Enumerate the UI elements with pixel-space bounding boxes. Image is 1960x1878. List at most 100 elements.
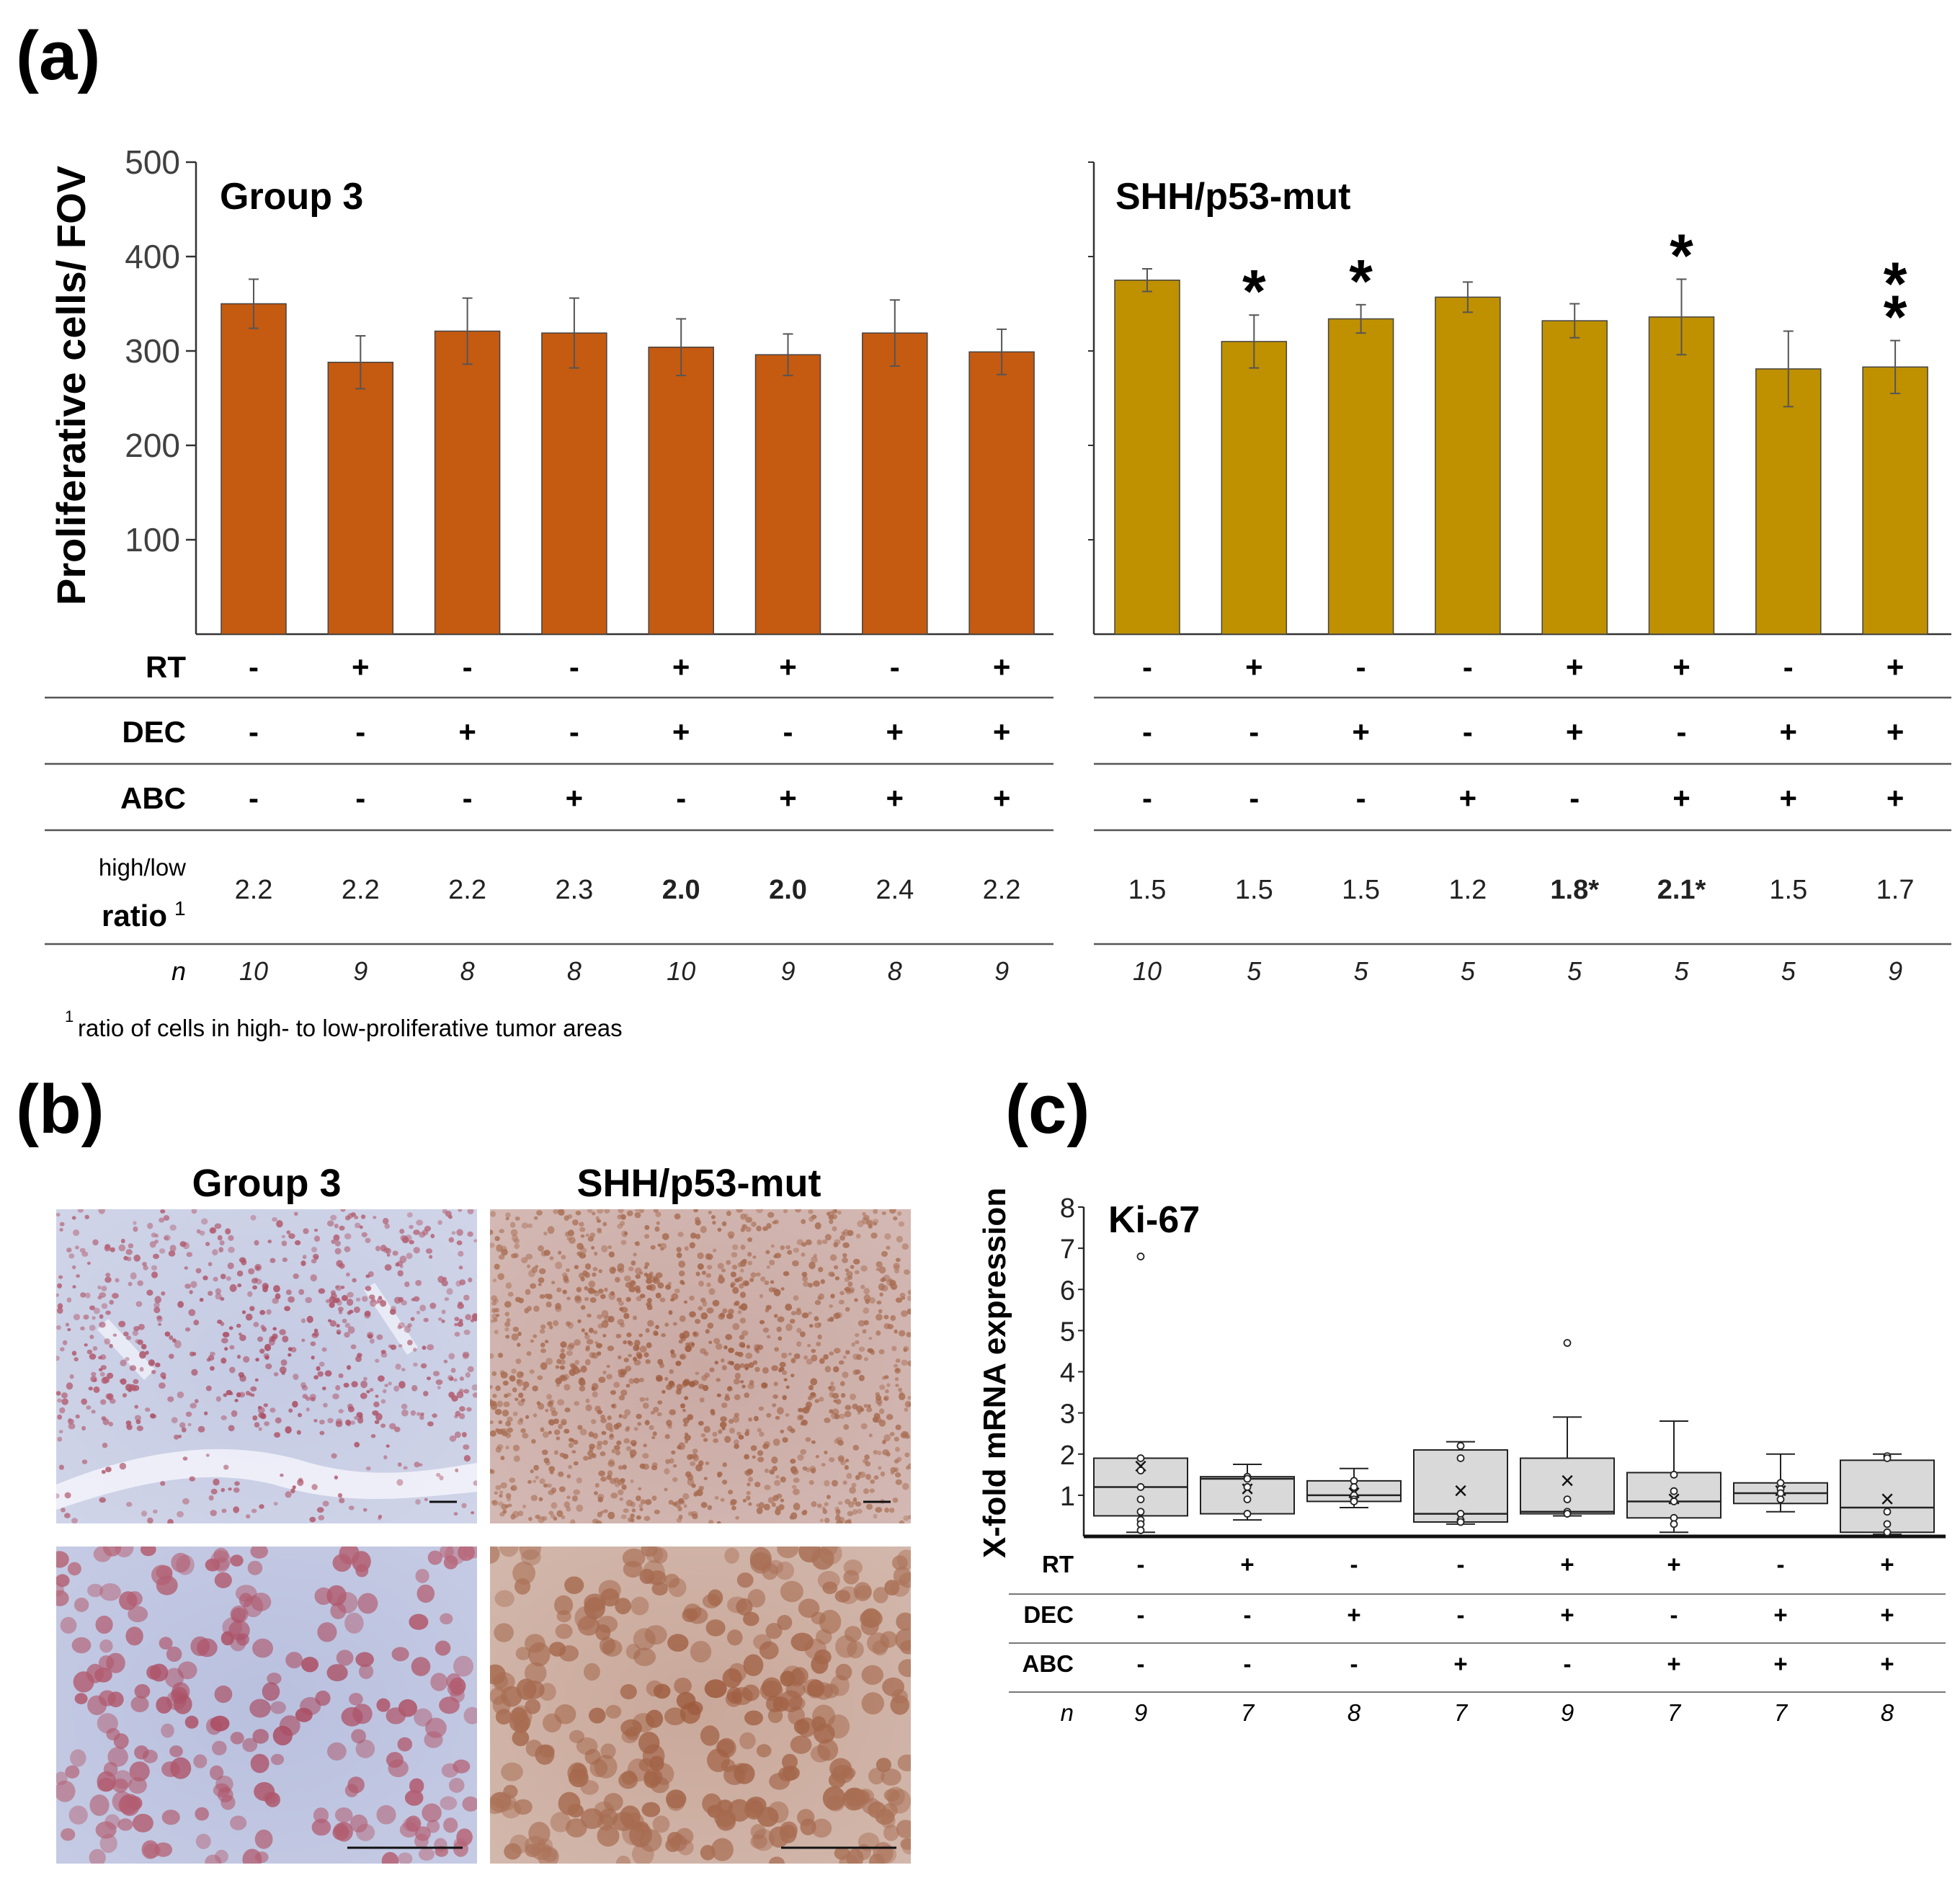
ki67-point — [1243, 1483, 1252, 1491]
ki67-rt-cell: - — [1777, 1551, 1785, 1577]
panel-a-ylabel: Proliferative cells/ FOV — [48, 166, 94, 605]
panel-a: (a) Proliferative cells/ FOV 100 200 300 40… — [16, 17, 1951, 1041]
panel-b-title-group3: Group 3 — [192, 1162, 341, 1205]
row-label-ratio-sup: 1 — [174, 897, 186, 920]
shh-rt-cell: + — [1672, 650, 1690, 684]
panel-b-label: (b) — [16, 1071, 104, 1148]
group3-abc-cell: + — [886, 781, 904, 815]
shh-ratio-cell: 1.5 — [1342, 875, 1380, 905]
shh-ratio-cell: 1.7 — [1876, 875, 1915, 905]
shh-dec-cell: - — [1142, 715, 1152, 749]
ki67-ytick-label: 5 — [1060, 1317, 1075, 1347]
group3-dec-cell: + — [886, 715, 904, 749]
shh-rt-cell: + — [1245, 650, 1263, 684]
group3-dec-cell: - — [569, 715, 579, 749]
ki67-n-cell: 7 — [1774, 1699, 1788, 1726]
ki67-abc-cell: + — [1773, 1650, 1787, 1677]
shh-abc-cell: - — [1142, 781, 1152, 815]
ki67-point — [1563, 1495, 1572, 1503]
ki67-point — [1136, 1508, 1145, 1516]
group3-n-cell: 10 — [667, 956, 695, 986]
group3-dec-cell: - — [249, 715, 259, 749]
shh-bar — [1755, 368, 1822, 635]
shh-ratio-cell: 1.2 — [1448, 875, 1487, 905]
ki67-point — [1136, 1520, 1145, 1528]
ki67-point — [1243, 1474, 1252, 1483]
ki67-point — [1456, 1441, 1465, 1450]
group3-dec-cell: - — [783, 715, 793, 749]
shh-significance: * — [1884, 283, 1907, 351]
group3-bar — [968, 351, 1035, 635]
footnote: ratio of cells in high- to low-prolifera… — [78, 1015, 623, 1041]
shh-n-cell: 5 — [1247, 956, 1262, 986]
ki67-point — [1776, 1495, 1785, 1503]
chart-shh: SHH/p53-mut - - - 1.5 10 * + - - 1.5 5 * - + - 1.5 5 - - +1.… — [1088, 161, 1951, 986]
ki67-point — [1670, 1497, 1678, 1505]
row-label-rt: RT — [146, 650, 186, 684]
ki67-dec-cell: + — [1347, 1601, 1360, 1628]
shh-n-cell: 5 — [1781, 956, 1796, 986]
ki67-rt-cell: + — [1880, 1551, 1894, 1577]
panel-b-title-shh: SHH/p53-mut — [576, 1162, 821, 1205]
shh-bar — [1221, 341, 1288, 635]
ki67-point — [1243, 1495, 1252, 1503]
ki67-rt-cell: - — [1350, 1551, 1358, 1577]
ki67-ytick-label: 4 — [1060, 1358, 1075, 1389]
shh-abc-cell: + — [1672, 781, 1690, 815]
shh-dec-cell: - — [1677, 715, 1687, 749]
ki67-point — [1670, 1520, 1678, 1528]
shh-n-cell: 5 — [1354, 956, 1369, 986]
group3-ratio-cell: 2.2 — [448, 875, 486, 905]
ki67-point — [1883, 1528, 1892, 1536]
ki67-n-cell: 8 — [1881, 1699, 1894, 1726]
ki67-mean-marker: × — [1453, 1477, 1468, 1505]
ki67-point — [1883, 1520, 1892, 1528]
group3-rt-cell: - — [463, 650, 473, 684]
ki67-box — [1520, 1457, 1615, 1515]
shh-dec-cell: - — [1463, 715, 1473, 749]
ki67-n-cell: 7 — [1667, 1699, 1682, 1726]
group3-ytick-label: 200 — [125, 427, 180, 464]
panel-c-ylabel: X-fold mRNA expression — [977, 1188, 1012, 1558]
ki67-point — [1243, 1510, 1252, 1518]
ki67-abc-cell: - — [1137, 1650, 1145, 1677]
ki67-dec-cell: + — [1560, 1601, 1574, 1628]
shh-bar — [1648, 316, 1715, 635]
c-row-label-abc: ABC — [1023, 1650, 1074, 1677]
group3-ratio-cell: 2.4 — [876, 875, 914, 905]
group3-n-cell: 9 — [353, 956, 368, 986]
shh-rt-cell: + — [1886, 650, 1905, 684]
panel-a-label: (a) — [16, 17, 100, 94]
shh-rt-cell: + — [1566, 650, 1584, 684]
ki67-point — [1136, 1467, 1145, 1474]
chart-ki67: 12345678×---9×+--7×-+-8×--+7×++-9×+-+7×-… — [1009, 1193, 1946, 1726]
ki67-abc-cell: - — [1350, 1650, 1358, 1677]
ki67-rt-cell: - — [1457, 1551, 1465, 1577]
ki67-point — [1776, 1479, 1785, 1487]
shh-ratio-cell: 1.5 — [1235, 875, 1273, 905]
group3-abc-cell: - — [249, 781, 259, 815]
ki67-ytick-label: 7 — [1060, 1234, 1075, 1265]
group3-abc-cell: + — [993, 781, 1011, 815]
group3-n-cell: 8 — [460, 956, 475, 986]
row-label-ratio: ratio — [102, 899, 167, 933]
ki67-abc-cell: - — [1564, 1650, 1572, 1677]
ki67-point — [1456, 1510, 1465, 1518]
ki67-point — [1563, 1339, 1572, 1347]
ki67-abc-cell: + — [1880, 1650, 1894, 1677]
group3-abc-cell: - — [463, 781, 473, 815]
ki67-point — [1563, 1510, 1572, 1518]
ki67-abc-cell: + — [1453, 1650, 1467, 1677]
shh-bar — [1327, 318, 1394, 635]
group3-rt-cell: - — [890, 650, 900, 684]
ki67-dec-cell: + — [1773, 1601, 1787, 1628]
group3-bar — [220, 303, 287, 635]
shh-bar — [1435, 296, 1501, 635]
ki67-point — [1670, 1513, 1678, 1522]
histology-shh-low-mag — [490, 1209, 911, 1523]
group3-dec-cell: + — [672, 715, 690, 749]
shh-abc-cell: - — [1569, 781, 1580, 815]
group3-rt-cell: + — [993, 650, 1011, 684]
shh-dec-cell: + — [1352, 715, 1370, 749]
group3-rt-cell: + — [779, 650, 797, 684]
